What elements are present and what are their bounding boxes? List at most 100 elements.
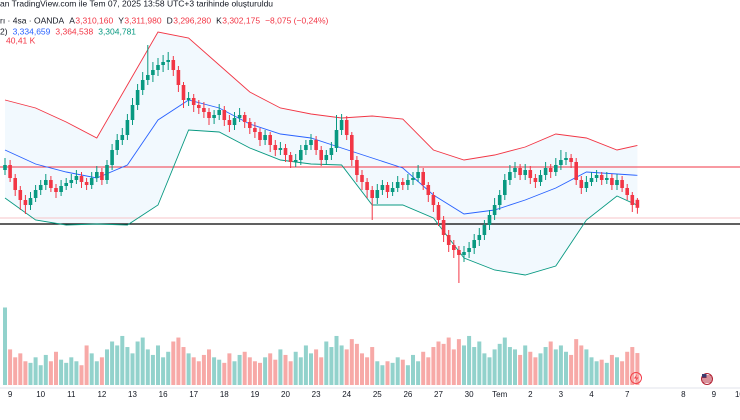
volume-bar (242, 351, 247, 385)
candle-body (355, 160, 359, 175)
volume-bar (497, 343, 502, 385)
candle-body (462, 252, 466, 255)
volume-bar (171, 341, 176, 385)
ohlc-value: 3,302,175 (222, 15, 260, 25)
volume-bar (247, 357, 252, 385)
volume-bar (212, 357, 217, 385)
volume-bar (344, 349, 349, 385)
candle-body (115, 140, 119, 150)
volume-bar (604, 362, 609, 385)
volume-bar (518, 354, 523, 385)
candle-body (38, 185, 43, 190)
volume-bar (385, 361, 390, 385)
candle-body (278, 148, 283, 150)
volume-bar (354, 343, 359, 385)
volume-bar (268, 353, 273, 385)
volume-bar (487, 357, 492, 385)
flag-stripes (702, 375, 712, 383)
volume-bar (105, 349, 109, 385)
candle-body (288, 155, 293, 162)
x-tick-label: 27 (434, 390, 443, 399)
candle-body (23, 200, 28, 205)
candle-body (559, 160, 563, 165)
candle-body (146, 75, 150, 80)
volume-bar (191, 357, 196, 385)
volume-bar (319, 357, 324, 385)
volume-bar (258, 362, 262, 385)
candle-body (574, 162, 578, 180)
volume-bar (273, 359, 278, 385)
volume-bar (59, 359, 64, 385)
volume-bar (390, 362, 395, 385)
icon-flag[interactable] (701, 373, 713, 385)
ohlc-label: A (69, 15, 75, 25)
volume-bar (507, 347, 512, 385)
candle-body (161, 62, 165, 65)
volume-bar (54, 351, 58, 385)
candle-body (84, 182, 89, 185)
volume-bar (227, 353, 232, 385)
candle-body (186, 98, 191, 100)
candle-body (564, 158, 568, 160)
volume-bar (375, 361, 380, 385)
candle-body (49, 180, 53, 188)
candle-body (360, 175, 364, 182)
volume-bar (395, 357, 400, 385)
ohlc-value: 3,310,160 (75, 15, 113, 25)
volume-bar (222, 362, 227, 385)
candle-body (74, 176, 79, 180)
x-tick-label: 7 (625, 390, 630, 399)
candle-body (543, 168, 548, 175)
volume-bar (569, 354, 574, 385)
credit: an TradingView.com ile Tem 07, 2025 13:5… (0, 0, 273, 8)
legend-header: an TradingView.com ile Tem 07, 2025 13:5… (0, 0, 329, 45)
candle-body (28, 198, 33, 205)
x-tick-label: 17 (189, 390, 198, 399)
volume-bar (3, 307, 7, 385)
x-tick-label: Tem (492, 390, 507, 399)
candle-body (18, 190, 23, 200)
candle-body (569, 158, 573, 162)
volume-bar (543, 347, 548, 385)
candle-body (293, 160, 298, 162)
volume-bar (462, 345, 466, 385)
volume-bar (635, 353, 640, 385)
volume-bar (115, 345, 120, 385)
candle-body (467, 248, 471, 252)
candle-body (299, 150, 303, 160)
candle-body (166, 60, 170, 62)
candle-body (69, 180, 74, 183)
volume-bar (477, 341, 482, 385)
candle-body (441, 220, 446, 235)
ohlc-label: K (216, 15, 222, 25)
candle-body (319, 150, 323, 160)
candle-body (380, 185, 385, 190)
volume-bar (303, 345, 308, 385)
candle-body (309, 140, 313, 145)
candle-body (599, 175, 604, 180)
candle-body (492, 205, 497, 215)
bb-label: 2) (0, 26, 8, 36)
volume-bar (324, 341, 329, 385)
volume-bar (135, 341, 140, 385)
ohlc-value: 3,296,280 (173, 15, 211, 25)
candle-body (191, 98, 196, 105)
volume-bar (283, 354, 288, 385)
candle-body (375, 190, 380, 198)
x-tick-label: 16 (159, 390, 168, 399)
candle-body (242, 115, 247, 122)
candle-body (105, 165, 109, 180)
candle-body (487, 215, 492, 225)
ohlc-label: Y (118, 15, 124, 25)
volume-bar (538, 353, 543, 385)
volume-bar (380, 365, 385, 385)
x-tick-label: 10 (36, 390, 45, 399)
volume-bar (370, 347, 375, 385)
volume-bar (217, 359, 222, 385)
candle-body (268, 135, 272, 145)
volume-bar (579, 345, 584, 385)
volume-bar (13, 357, 18, 385)
candle-body (385, 185, 390, 192)
